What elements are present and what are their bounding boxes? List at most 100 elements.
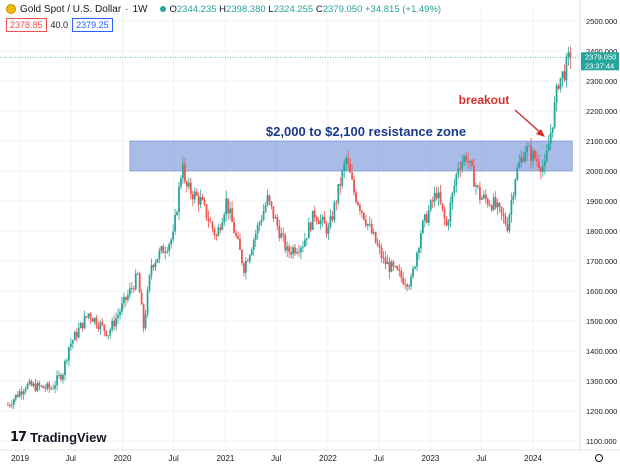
candle-body — [79, 322, 82, 329]
tradingview-logo[interactable]: 17 TradingView — [10, 430, 106, 445]
candle-body — [231, 208, 234, 222]
candle-body — [532, 151, 534, 161]
y-tick-label: 1400.000 — [586, 347, 617, 356]
candle-body — [258, 222, 261, 226]
candle-body — [522, 157, 525, 162]
candle-body — [305, 238, 308, 240]
candle-body — [54, 385, 57, 389]
bid-ask-row: 2378.85 40.0 2379.25 — [6, 18, 113, 32]
candle-body — [81, 322, 84, 329]
candle-body — [311, 210, 314, 230]
candle-body — [42, 385, 45, 389]
x-tick-label: 2019 — [11, 454, 29, 463]
breakout-arrow-head — [536, 129, 545, 137]
candle-body — [8, 405, 11, 406]
candle-body — [58, 374, 60, 376]
candle-body — [223, 214, 226, 223]
candle-body — [333, 202, 336, 220]
candle-body — [154, 262, 157, 268]
candle-body — [331, 216, 334, 220]
candle-body — [372, 232, 375, 234]
candle-body — [32, 383, 35, 386]
candle-body — [225, 198, 228, 215]
interval-label[interactable]: 1W — [132, 3, 148, 15]
candle-body — [235, 233, 237, 236]
sell-button[interactable]: 2378.85 — [6, 18, 47, 32]
candle-body — [364, 219, 367, 226]
candle-body — [105, 330, 108, 336]
y-tick-label: 1800.000 — [586, 227, 617, 236]
candle-body — [73, 332, 76, 341]
x-tick-label: Jul — [66, 454, 76, 463]
candle-body — [50, 388, 53, 390]
candle-body — [246, 260, 249, 262]
candle-body — [166, 250, 169, 252]
buy-button[interactable]: 2379.25 — [72, 18, 113, 32]
candle-body — [203, 200, 206, 205]
candle-body — [545, 151, 548, 162]
candle-body — [219, 227, 222, 230]
candle-body — [282, 233, 285, 235]
candle-body — [130, 288, 133, 290]
candle-body — [26, 383, 29, 389]
candle-layer — [7, 46, 572, 409]
candle-body — [278, 225, 281, 238]
candle-body — [492, 197, 495, 211]
gold-icon — [6, 4, 16, 14]
candle-body — [414, 266, 416, 269]
candle-body — [431, 200, 434, 202]
candle-body — [435, 192, 438, 199]
candle-body — [445, 218, 448, 226]
candle-body — [329, 216, 332, 228]
candle-body — [52, 388, 55, 390]
candle-body — [87, 313, 90, 317]
candle-body — [111, 320, 114, 330]
candle-body — [500, 206, 503, 214]
candle-body — [355, 192, 357, 202]
candle-body — [307, 222, 310, 239]
candle-body — [394, 266, 397, 268]
candle-body — [510, 200, 513, 215]
candle-body — [467, 161, 470, 163]
candle-body — [121, 303, 123, 312]
candle-body — [36, 382, 39, 391]
candle-body — [71, 340, 74, 344]
candle-body — [288, 246, 291, 253]
candle-body — [250, 249, 253, 256]
candle-body — [514, 179, 517, 196]
candle-body — [520, 157, 523, 163]
y-tick-label: 2100.000 — [586, 137, 617, 146]
candle-body — [156, 258, 159, 263]
candle-body — [28, 381, 31, 384]
candle-body — [254, 233, 257, 241]
candle-body — [142, 304, 145, 329]
candle-body — [195, 191, 198, 196]
candle-body — [276, 217, 279, 226]
candle-body — [410, 276, 412, 287]
symbol-title[interactable]: Gold Spot / U.S. Dollar — [20, 3, 122, 15]
candle-body — [150, 265, 153, 276]
candle-body — [75, 332, 78, 338]
candle-body — [551, 127, 554, 133]
candle-body — [486, 199, 489, 205]
candle-body — [361, 210, 363, 213]
candle-body — [243, 263, 245, 273]
candle-body — [46, 383, 49, 389]
breakout-label: breakout — [459, 93, 510, 107]
candle-body — [439, 192, 442, 204]
candle-body — [252, 240, 255, 250]
candle-body — [229, 208, 232, 214]
candle-body — [490, 205, 493, 211]
x-tick-label: 2023 — [422, 454, 440, 463]
market-status-icon — [159, 6, 166, 12]
settings-gear-icon[interactable] — [595, 454, 603, 462]
candle-body — [7, 405, 9, 406]
candle-body — [402, 277, 405, 285]
candle-body — [197, 195, 200, 205]
candle-body — [349, 163, 352, 173]
candle-body — [264, 205, 267, 212]
candle-body — [396, 266, 399, 270]
grid-layer — [0, 6, 580, 450]
candle-body — [290, 252, 293, 255]
